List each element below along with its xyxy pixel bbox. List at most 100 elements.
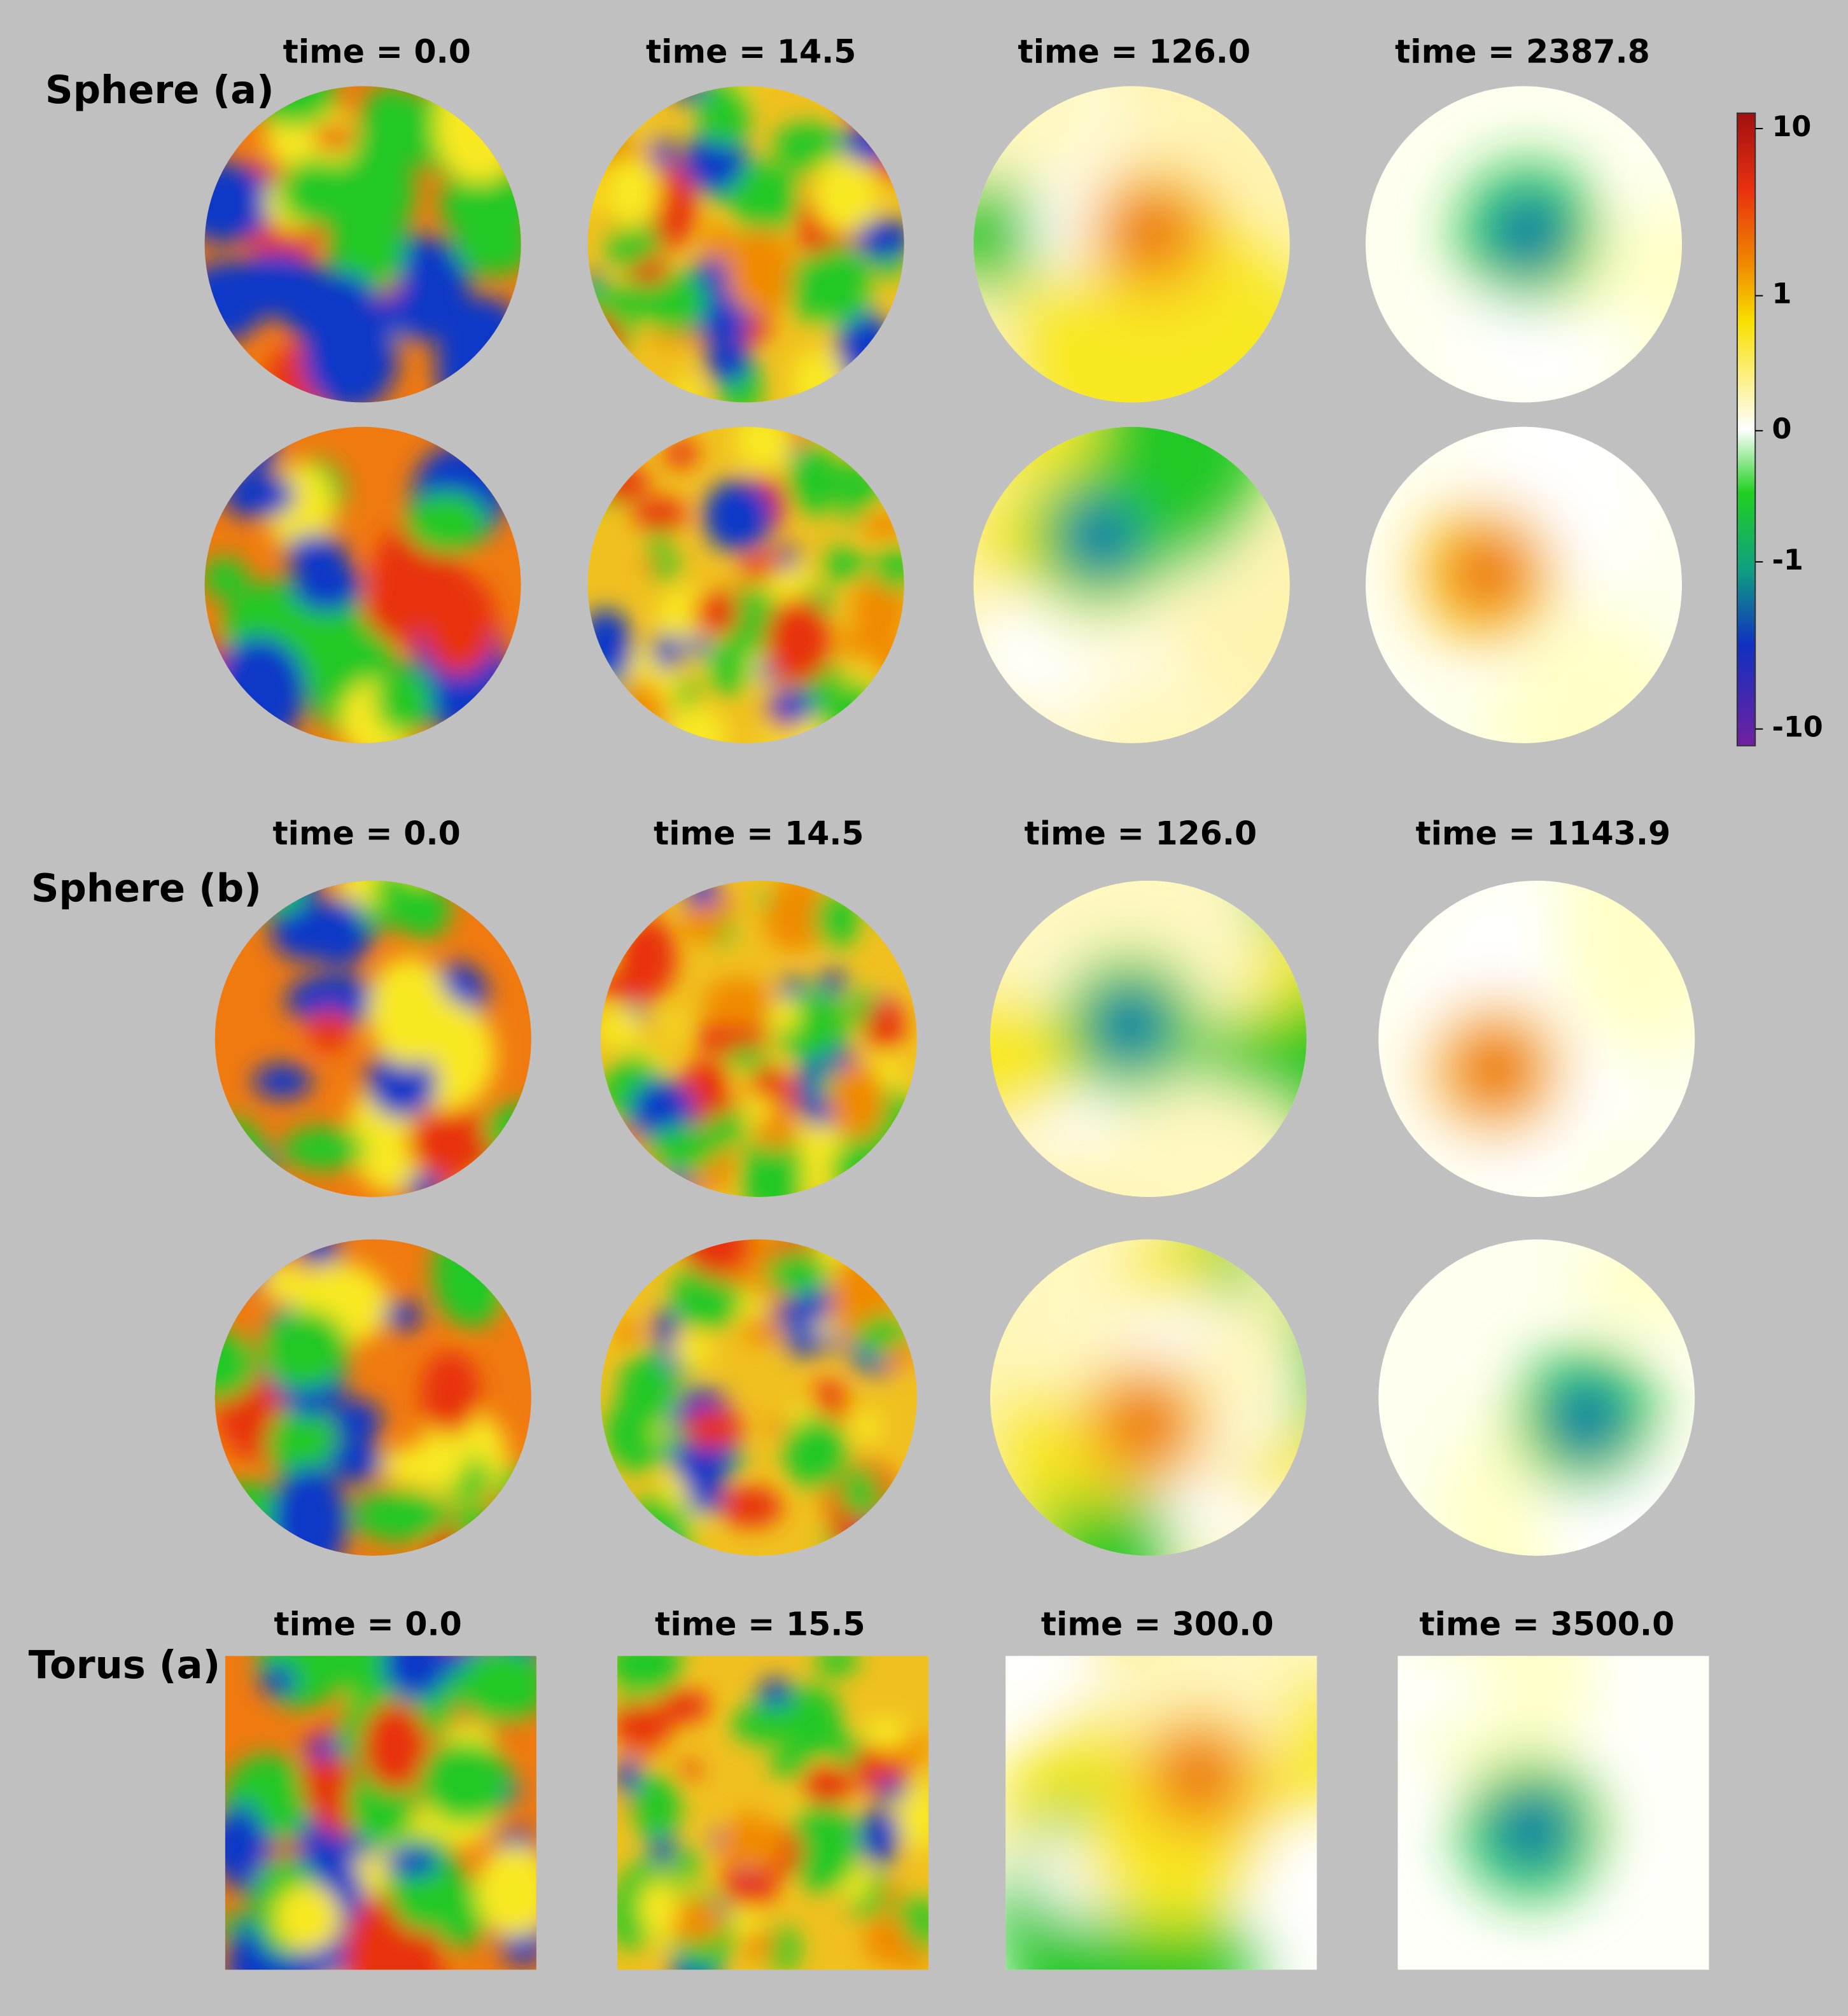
- field-blob: [716, 890, 736, 916]
- field-blob: [596, 465, 650, 502]
- field-panel: [617, 1656, 929, 1970]
- field-blob: [601, 1123, 633, 1152]
- field-blob: [766, 1250, 829, 1296]
- field-blob: [693, 592, 740, 634]
- field-blob: [498, 1466, 531, 1511]
- field-blob: [608, 437, 631, 461]
- field-blob: [873, 698, 903, 734]
- field-blob: [990, 989, 1087, 1124]
- colorbar-tick-label: -1: [1772, 544, 1803, 577]
- field-blob: [214, 1239, 271, 1288]
- field-panel: [973, 426, 1290, 743]
- field-blobs: [1413, 880, 1695, 1193]
- field-blob: [769, 997, 800, 1033]
- field-blob: [296, 1239, 342, 1265]
- field-blob: [587, 273, 602, 288]
- field-panel: [214, 1239, 531, 1556]
- field-blob: [674, 374, 701, 403]
- field-panel: [1397, 1656, 1709, 1970]
- field-blob: [669, 86, 708, 101]
- field-blob: [395, 880, 451, 939]
- field-blob: [475, 1844, 536, 1938]
- field-blob: [587, 685, 629, 743]
- time-label: time = 0.0: [274, 1605, 462, 1642]
- field-blob: [600, 1007, 641, 1049]
- field-blob: [850, 86, 902, 133]
- field-blob: [820, 969, 845, 995]
- field-panel: [600, 880, 917, 1197]
- field-blob: [274, 1884, 341, 1952]
- field-blob: [813, 1380, 845, 1413]
- field-blob: [281, 1126, 367, 1170]
- section-label: Sphere (b): [31, 867, 262, 911]
- field-blob: [717, 1819, 787, 1871]
- field-blob: [405, 1173, 445, 1197]
- field-blob: [204, 426, 247, 461]
- field-blob: [657, 1689, 711, 1723]
- field-blob: [384, 1847, 440, 1877]
- field-blobs: [1397, 1656, 1615, 1901]
- field-blob: [204, 557, 248, 598]
- field-blob: [676, 680, 697, 710]
- field-blob: [304, 898, 373, 967]
- field-blob: [796, 1124, 844, 1159]
- field-blob: [1196, 1290, 1298, 1429]
- field-blob: [801, 1765, 853, 1806]
- field-blob: [651, 328, 679, 345]
- field-blob: [840, 86, 897, 120]
- field-blob: [863, 1522, 887, 1556]
- field-blob: [211, 431, 281, 472]
- field-blob: [769, 1420, 788, 1432]
- time-label: time = 0.0: [283, 32, 471, 70]
- field-blob: [652, 633, 682, 670]
- field-blob: [633, 1494, 674, 1548]
- field-blob: [618, 1352, 676, 1431]
- field-panel: [1366, 86, 1683, 403]
- field-blob: [790, 258, 846, 291]
- field-blob: [650, 1831, 675, 1863]
- field-blob: [1009, 1656, 1118, 1711]
- field-blob: [699, 225, 735, 261]
- field-blob: [803, 1695, 828, 1724]
- field-blob: [602, 157, 661, 228]
- field-blob: [653, 556, 680, 581]
- vortex-core: [1165, 1742, 1233, 1810]
- field-blob: [279, 158, 354, 226]
- field-blob: [705, 335, 752, 384]
- field-blob: [587, 93, 624, 155]
- field-blob: [654, 1310, 679, 1347]
- field-panel: [204, 86, 521, 403]
- field-blob: [648, 529, 671, 556]
- time-label: time = 1143.9: [1415, 815, 1670, 852]
- vortex-core: [1495, 199, 1562, 267]
- field-blob: [204, 162, 274, 244]
- field-blobs: [204, 86, 521, 403]
- field-blob: [1121, 1239, 1221, 1304]
- field-blob: [1574, 1239, 1695, 1331]
- field-blob: [815, 1656, 859, 1676]
- field-blob: [864, 1912, 909, 1966]
- field-blob: [419, 1740, 512, 1824]
- field-blob: [767, 690, 816, 724]
- field-blob: [405, 491, 489, 554]
- field-blob: [821, 548, 867, 582]
- field-blob: [634, 1859, 652, 1876]
- field-blob: [260, 1309, 349, 1390]
- field-blobs: [1005, 1656, 1317, 1970]
- field-blob: [309, 1009, 350, 1052]
- field-blob: [332, 1399, 382, 1443]
- field-blob: [646, 1125, 718, 1172]
- field-blob: [384, 1301, 422, 1330]
- field-blob: [1502, 612, 1683, 743]
- field-blob: [895, 1780, 929, 1851]
- field-panel: [600, 1239, 917, 1556]
- field-blob: [267, 1404, 338, 1483]
- field-blob: [587, 312, 622, 368]
- field-blob: [834, 680, 881, 743]
- field-blob: [587, 286, 634, 364]
- time-label: time = 14.5: [646, 32, 856, 70]
- field-blob: [448, 1503, 498, 1556]
- field-blob: [211, 637, 306, 743]
- field-blob: [456, 1656, 536, 1724]
- field-blob: [785, 566, 816, 582]
